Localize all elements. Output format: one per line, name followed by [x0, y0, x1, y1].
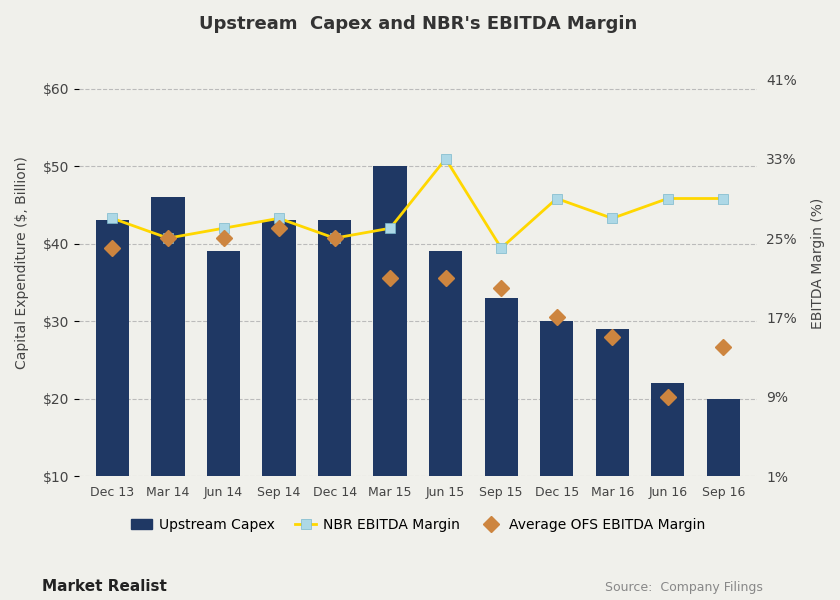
Bar	[485, 298, 517, 554]
Y-axis label: Capital Expenditure ($, Billion): Capital Expenditure ($, Billion)	[15, 157, 29, 370]
Text: Market Realist: Market Realist	[42, 579, 167, 594]
Bar	[651, 383, 685, 554]
Y-axis label: EBITDA Margin (%): EBITDA Margin (%)	[811, 197, 825, 329]
Bar	[374, 166, 407, 554]
Bar	[706, 398, 740, 554]
Bar	[262, 220, 296, 554]
Bar	[429, 251, 462, 554]
Bar	[96, 220, 129, 554]
Title: Upstream  Capex and NBR's EBITDA Margin: Upstream Capex and NBR's EBITDA Margin	[199, 15, 637, 33]
Bar	[207, 251, 240, 554]
Bar	[540, 321, 574, 554]
Legend: Upstream Capex, NBR EBITDA Margin, Average OFS EBITDA Margin: Upstream Capex, NBR EBITDA Margin, Avera…	[125, 512, 711, 537]
Text: Source:  Company Filings: Source: Company Filings	[605, 581, 763, 594]
Bar	[596, 329, 629, 554]
Bar	[151, 197, 185, 554]
Bar	[318, 220, 351, 554]
